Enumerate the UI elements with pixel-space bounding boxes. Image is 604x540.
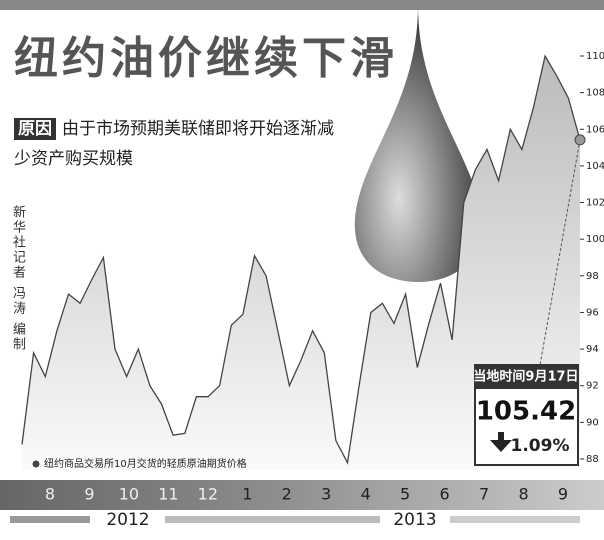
x-tick-label: 10 — [119, 485, 139, 504]
legend-label: 纽约商品交易所10月交货的轻质原油期货价格 — [44, 457, 247, 470]
title: 纽约油价继续下滑 — [14, 33, 398, 84]
y-tick-label: 108 — [586, 88, 604, 99]
oil-drop — [354, 5, 482, 282]
y-tick-label: 90 — [586, 417, 599, 428]
year-bar — [165, 516, 380, 523]
down-arrow — [490, 432, 512, 452]
y-tick-label: 110 — [586, 51, 604, 62]
callout-date: 当地时间9月17日 — [473, 369, 578, 385]
x-tick-label: 3 — [321, 485, 331, 504]
credit: 新华社记者 冯涛 编制 — [10, 205, 25, 353]
x-tick-label: 8 — [45, 485, 55, 504]
y-tick-label: 106 — [586, 124, 604, 135]
year-bar — [10, 516, 90, 523]
x-tick-label: 6 — [440, 485, 450, 504]
x-tick-label: 4 — [361, 485, 371, 504]
callout-price: 105.42 — [476, 397, 576, 427]
x-tick-label: 8 — [518, 485, 528, 504]
year-bar — [450, 516, 580, 523]
y-tick-label: 94 — [586, 344, 599, 355]
y-tick-label: 88 — [586, 454, 599, 465]
x-tick-label: 11 — [158, 485, 178, 504]
y-tick-label: 98 — [586, 271, 599, 282]
x-tick-label: 9 — [558, 485, 568, 504]
year-label: 2013 — [393, 510, 436, 530]
callout-change: 1.09% — [511, 436, 570, 456]
y-tick-label: 100 — [586, 234, 604, 245]
x-tick-label: 1 — [242, 485, 252, 504]
month-band — [0, 480, 604, 510]
end-marker — [574, 134, 586, 146]
x-tick-label: 12 — [198, 485, 218, 504]
x-tick-label: 7 — [479, 485, 489, 504]
reason-text: 由于市场预期美联储即将开始逐渐减少资产购买规模 — [14, 119, 334, 169]
top-band — [0, 0, 604, 10]
x-tick-label: 5 — [400, 485, 410, 504]
y-tick-label: 92 — [586, 381, 599, 392]
reason: 原因 由于市场预期美联储即将开始逐渐减少资产购买规模 — [14, 114, 344, 174]
year-label: 2012 — [106, 510, 149, 530]
reason-label: 原因 — [14, 118, 56, 140]
legend-dot — [32, 460, 40, 468]
y-tick-label: 96 — [586, 307, 599, 318]
x-tick-label: 2 — [282, 485, 292, 504]
x-tick-label: 9 — [84, 485, 94, 504]
y-tick-label: 104 — [586, 161, 604, 172]
area — [22, 56, 580, 470]
line — [21, 54, 581, 465]
callout-header — [475, 365, 578, 389]
callout-leader — [539, 139, 581, 366]
y-tick-label: 102 — [586, 198, 604, 209]
